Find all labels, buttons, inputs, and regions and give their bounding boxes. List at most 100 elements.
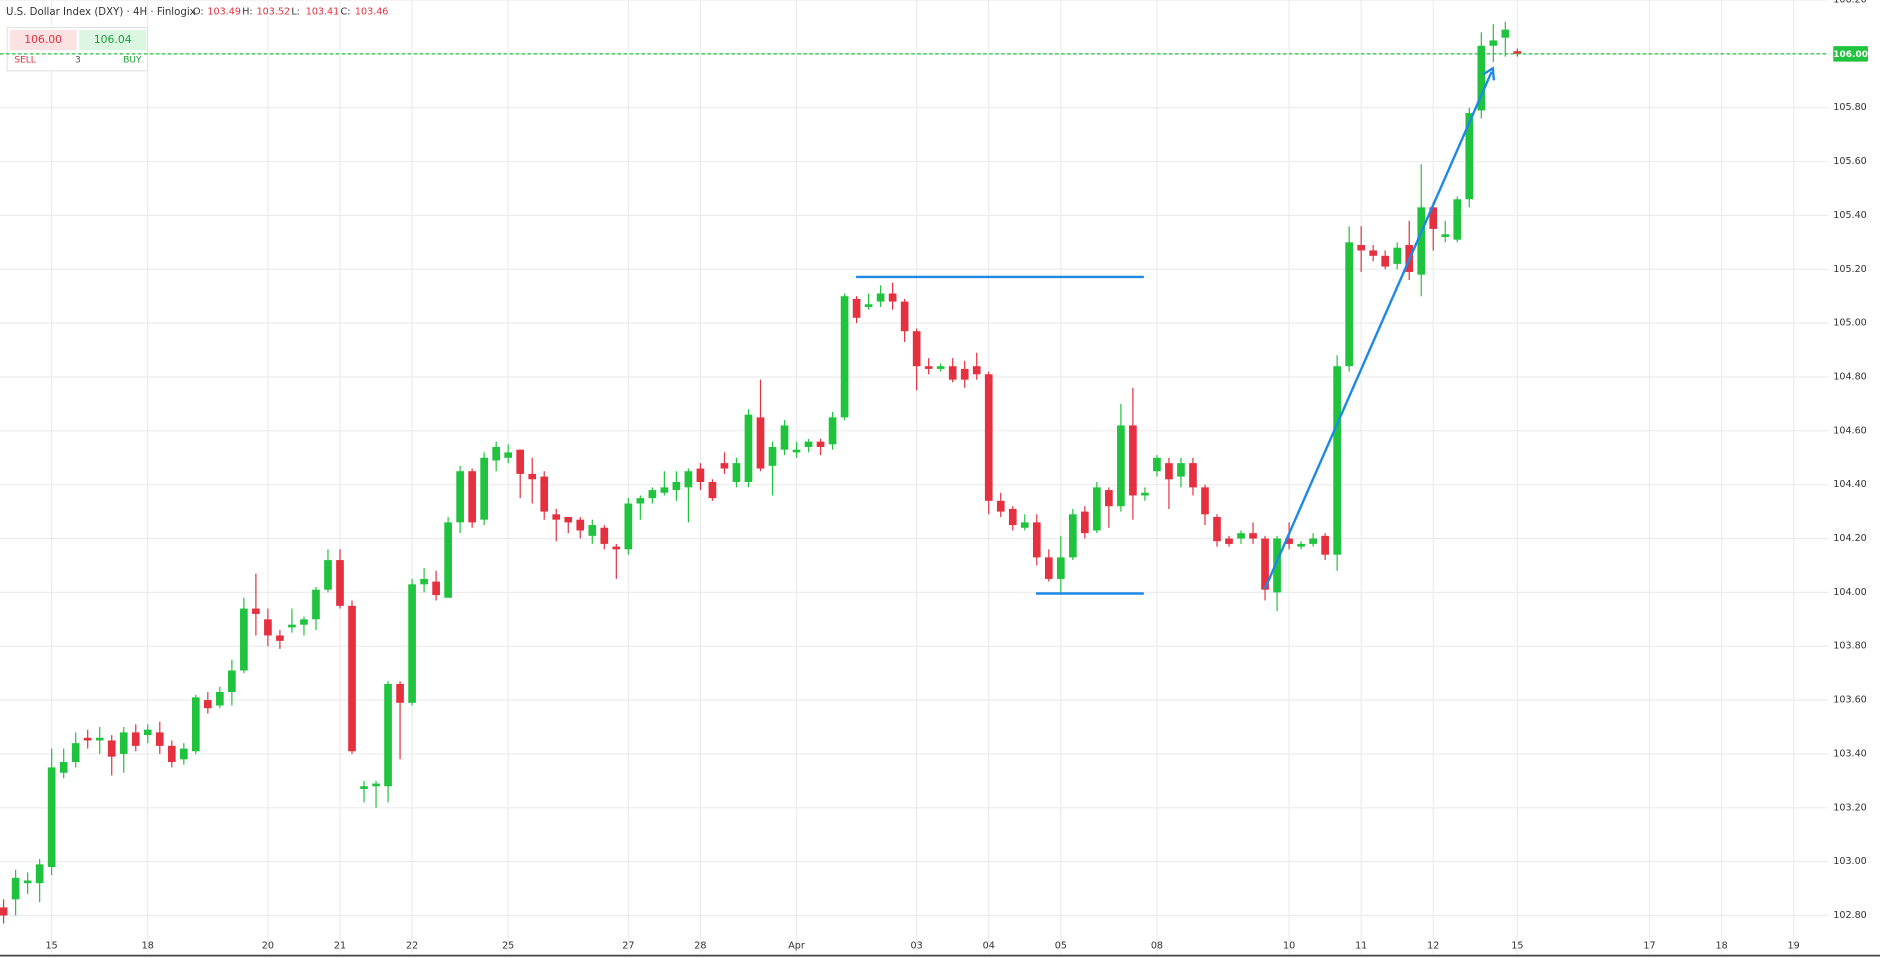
trade-panel: 106.00 106.04 SELL 3 BUY (6, 26, 149, 72)
candle-body (1189, 463, 1197, 488)
candle-body (0, 907, 8, 916)
candle-body (1477, 45, 1486, 111)
candle-body (59, 762, 68, 773)
candle-body (660, 487, 669, 493)
y-tick-label: 103.80 (1833, 641, 1867, 652)
candle-body (636, 498, 645, 504)
buy-button[interactable]: BUY (123, 55, 142, 65)
y-tick-label: 104.20 (1833, 533, 1867, 544)
candle-body (131, 732, 140, 746)
candle-body (1369, 250, 1378, 256)
candle-body (119, 732, 128, 754)
candle-body (1261, 538, 1269, 590)
quantity[interactable]: 3 (75, 55, 81, 65)
candle-body (348, 605, 356, 752)
candle-body (35, 864, 44, 884)
candle-body (384, 683, 392, 787)
trend-arrow-head (1482, 66, 1496, 81)
candle-body (756, 417, 765, 469)
x-tick-label: 15 (1511, 941, 1523, 952)
x-tick-label: 03 (911, 941, 923, 952)
candle-body (1201, 487, 1209, 515)
candle-body (312, 589, 320, 620)
buy-price[interactable]: 106.04 (94, 33, 132, 46)
candle-body (1513, 51, 1522, 54)
candle-body (336, 560, 344, 606)
candle-body (1044, 557, 1053, 579)
x-tick-label: 04 (983, 941, 995, 952)
candle-body (288, 624, 296, 628)
candle-body (1297, 543, 1305, 547)
candle-body (1105, 490, 1113, 507)
candle-body (143, 729, 152, 736)
candle-body (792, 449, 801, 453)
ohlc-value: 103.46 (355, 6, 389, 17)
candle-body (396, 683, 404, 703)
candle-body (888, 293, 897, 302)
candle-body (83, 737, 92, 741)
x-tick-label: 17 (1643, 941, 1655, 952)
ohlc-label: C: (341, 6, 351, 17)
candle-body (276, 635, 284, 641)
candle-body (924, 366, 933, 369)
sell-price[interactable]: 106.00 (24, 33, 62, 46)
grid (0, 0, 1829, 954)
x-tick-label: 22 (406, 941, 418, 952)
candle-body (828, 417, 837, 445)
candle-body (240, 608, 248, 671)
candle-body (960, 368, 969, 380)
y-tick-label: 102.80 (1833, 910, 1867, 921)
candle-body (1117, 425, 1125, 507)
candle-body (1165, 463, 1173, 480)
candle-body (612, 546, 621, 550)
candle-body (1321, 535, 1329, 555)
y-tick-label: 104.00 (1833, 587, 1867, 598)
candle-body (432, 581, 440, 596)
candle-body (191, 697, 200, 752)
candle-body (71, 743, 80, 763)
sell-box[interactable] (9, 29, 77, 51)
candle-body (1417, 207, 1426, 275)
candle-body (1309, 538, 1317, 544)
y-tick-label: 103.00 (1833, 856, 1867, 867)
x-tick-label: 25 (502, 941, 514, 952)
candle-body (23, 880, 32, 884)
candle-body (468, 471, 476, 523)
candle-body (155, 732, 164, 746)
candle-body (1333, 366, 1341, 555)
x-tick-label: 19 (1788, 941, 1800, 952)
candle-body (876, 293, 885, 302)
candle-body (1465, 113, 1474, 200)
candle-body (1020, 522, 1029, 528)
candle-body (588, 525, 597, 536)
y-tick-label: 104.80 (1833, 371, 1867, 382)
candle-body (648, 490, 657, 499)
candle-body (864, 304, 873, 307)
x-tick-label: 18 (142, 941, 154, 952)
candle-body (1141, 492, 1149, 496)
candle-body (732, 463, 741, 482)
trend-arrow (1263, 71, 1493, 590)
buy-box[interactable] (79, 29, 147, 51)
candle-body (492, 446, 501, 461)
candle-body (528, 473, 537, 480)
candle-body (107, 740, 116, 757)
candle-body (204, 700, 212, 709)
candle-body (720, 463, 729, 469)
x-tick-label: 10 (1283, 941, 1295, 952)
candle-body (780, 425, 789, 450)
candle-body (1285, 538, 1293, 544)
ohlc-header: O: 103.49 H: 103.52 L: 103.41 C: 103.46 (193, 6, 388, 17)
ohlc-label: L: (291, 6, 300, 17)
sell-button[interactable]: SELL (14, 55, 35, 65)
candle-body (1213, 516, 1221, 542)
candle-body (504, 452, 513, 458)
y-tick-label: 105.20 (1833, 264, 1867, 275)
candle-body (816, 441, 825, 447)
candle-body (672, 481, 681, 491)
candle-body (840, 296, 849, 418)
candle-body (1056, 557, 1065, 579)
candle-body (1068, 514, 1077, 558)
